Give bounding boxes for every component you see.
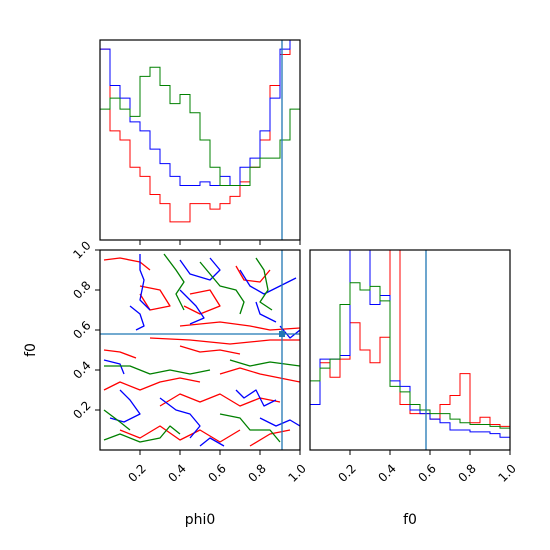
contour-series-1-path-3 [183,289,221,315]
y-axis-label-f0: f0 [23,343,39,357]
contour-series-2-path-2 [129,305,145,331]
contour-lines [103,253,300,447]
f0-x-tick-label-4: 0.8 [455,461,478,484]
contour-series-2-path-11 [235,389,277,407]
contour-series-1-path-10 [219,367,300,383]
f0-y-tick-label-5: 1.0 [70,238,93,261]
contour-series-1-path-7 [179,345,241,355]
contour-series-1-path-11 [159,393,281,407]
contour-series-2-path-4 [179,289,205,325]
phi0-histogram-series-1 [100,39,300,223]
contour-series-2-path-8 [103,359,125,375]
contour-series-3-path-4 [104,365,211,375]
phi0-x-tick-label-5: 1.0 [285,461,308,484]
f0-histogram-frame [309,249,511,451]
phi0-x-tick-label-1: 0.2 [125,461,148,484]
joint-frame [99,249,301,451]
contour-series-2-path-10 [159,397,201,439]
joint-truth-point [279,331,285,337]
phi0-x-tick-label-2: 0.4 [165,461,188,484]
contour-series-1-path-9 [103,377,201,391]
contour-series-3-path-1 [163,253,185,311]
phi0-histogram-series-3 [100,66,300,186]
x-axis-label-phi0: phi0 [185,512,216,528]
f0-y-tick-label-3: 0.6 [70,318,93,341]
phi0-x-tick-label-4: 0.8 [245,461,268,484]
contour-series-2-path-13 [199,437,225,447]
phi0-x-tick-label-3: 0.6 [205,461,228,484]
f0-y-tick-label-4: 0.8 [70,278,93,301]
contour-series-2-path-1 [139,254,151,311]
phi0-histogram-series-2 [100,39,300,186]
contour-series-2-path-5 [239,269,297,295]
f0-histogram-panel: 0.2 0.4 0.6 0.8 1.0 [309,249,519,485]
contour-series-3-path-3 [255,257,273,311]
contour-series-1-path-8 [103,349,137,359]
f0-histogram-series-3 [310,282,510,429]
contour-series-3-path-6 [103,409,131,431]
phi0-f0-contour-panel: 0.2 0.4 0.6 0.8 1.0 0.2 0.4 0.6 0.8 1.0 [70,238,309,485]
f0-y-tick-label-1: 0.2 [70,398,93,421]
contour-series-2-path-9 [109,389,141,423]
f0-x-tick-label-3: 0.6 [415,461,438,484]
contour-series-3-path-2 [199,261,245,315]
contour-series-1-path-1 [103,257,151,271]
phi0-histogram-panel [99,39,301,245]
contour-series-3-path-5 [229,359,300,367]
contour-series-3-path-8 [219,413,281,443]
contour-series-2-path-3 [179,257,221,281]
contour-series-3-path-7 [103,425,181,443]
contour-series-1-path-6 [149,337,300,345]
contour-series-1-path-2 [139,285,171,311]
phi0-histogram-frame [99,39,301,241]
contour-series-2-path-12 [259,417,300,427]
contour-series-1-path-13 [249,429,291,447]
f0-x-tick-label-2: 0.4 [375,461,398,484]
f0-x-tick-label-5: 1.0 [495,461,518,484]
contour-series-2-path-7 [279,325,300,339]
f0-y-tick-label-2: 0.4 [70,358,93,381]
contour-series-1-path-12 [119,425,241,443]
x-axis-label-f0: f0 [403,512,417,528]
contour-series-2-path-6 [255,301,277,323]
f0-x-tick-label-1: 0.2 [335,461,358,484]
contour-series-1-path-5 [179,321,300,331]
